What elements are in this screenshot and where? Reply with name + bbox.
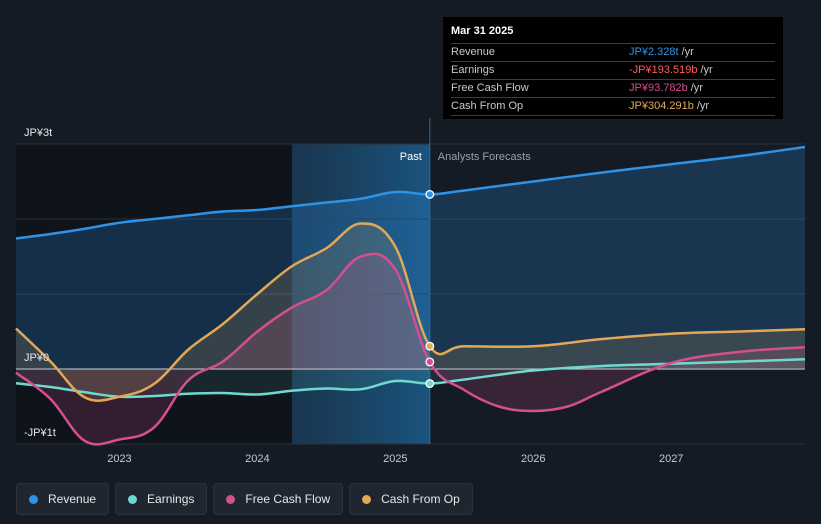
free-cash-flow-line — [15, 252, 806, 446]
tooltip-row: Free Cash Flow JP¥93.782b/yr — [451, 79, 775, 97]
legend-item-free-cash-flow[interactable]: Free Cash Flow — [213, 483, 344, 515]
cash-from-op-line — [15, 222, 806, 402]
tooltip-row-unit: /yr — [700, 64, 713, 76]
tooltip-row-unit: /yr — [696, 100, 710, 112]
legend-label: Earnings — [147, 492, 195, 506]
tooltip-rows: Revenue JP¥2.328t/yr Earnings -JP¥193.519b /… — [451, 43, 775, 116]
tooltip-row-value: JP¥2.328t — [629, 46, 679, 58]
x-tick-label: 2026 — [521, 453, 545, 465]
tooltip-row-unit: /yr — [690, 82, 703, 94]
legend-item-cash-from-op[interactable]: Cash From Op — [349, 483, 473, 515]
revenue-marker — [425, 189, 435, 199]
tooltip-row-label: Earnings — [451, 64, 495, 76]
tooltip-row-value: -JP¥193.519b — [629, 64, 698, 76]
tooltip-markers — [425, 189, 435, 388]
tooltip: Mar 31 2025 Revenue JP¥2.328t/yr Earnings -… — [443, 17, 783, 119]
x-tick-label: 2027 — [659, 453, 683, 465]
tooltip-row-unit: /yr — [681, 46, 694, 58]
legend-label: Revenue — [48, 492, 97, 506]
free-cash-flow-area — [16, 253, 805, 445]
tooltip-date: Mar 31 2025 — [451, 25, 514, 37]
x-tick-label: 2024 — [245, 453, 269, 465]
tooltip-row: Revenue JP¥2.328t/yr — [451, 43, 775, 61]
tooltip-row: Earnings -JP¥193.519b/yr — [451, 61, 775, 79]
y-tick-label: JP¥3t — [24, 127, 52, 139]
cash-from-op-marker — [425, 341, 435, 351]
legend-dot-icon — [29, 494, 38, 504]
tooltip-row-label: Revenue — [451, 46, 496, 58]
x-tick-label: 2023 — [107, 453, 131, 465]
series-lines — [15, 145, 806, 446]
x-tick-label: 2025 — [383, 453, 407, 465]
legend-label: Cash From Op — [381, 492, 460, 506]
tooltip-row-label: Free Cash Flow — [451, 82, 529, 94]
tooltip-row-value: JP¥304.291b — [629, 100, 694, 112]
legend-dot-icon — [128, 494, 138, 504]
free-cash-flow-marker — [425, 357, 435, 367]
legend-item-earnings[interactable]: Earnings — [115, 483, 208, 515]
legend-item-revenue[interactable]: Revenue — [16, 483, 110, 515]
y-tick-label: -JP¥1t — [24, 427, 56, 439]
past-label: Past — [400, 151, 422, 163]
y-tick-label: JP¥0 — [24, 352, 49, 364]
tooltip-row-value: JP¥93.782b — [629, 82, 688, 94]
tooltip-row-label: Cash From Op — [451, 100, 524, 112]
revenue-line — [15, 145, 806, 240]
revenue-area — [16, 147, 805, 369]
earnings-area — [16, 359, 805, 397]
legend-dot-icon — [226, 494, 236, 504]
forecast-label: Analysts Forecasts — [438, 151, 531, 163]
tooltip-row: Cash From Op JP¥304.291b/yr — [451, 97, 775, 116]
chart-area: JP¥3t JP¥0 -JP¥1t 2023 2024 2025 2026 2027 Past A… — [15, 118, 806, 465]
legend-label: Free Cash Flow — [245, 492, 331, 506]
earnings-marker — [425, 379, 435, 388]
legend-dot-icon — [362, 494, 372, 504]
legend: Revenue Earnings Free Cash Flow Cash From O… — [16, 483, 473, 515]
axis-labels: JP¥3t JP¥0 -JP¥1t 2023 2024 2025 2026 2027 Past A… — [24, 127, 683, 465]
